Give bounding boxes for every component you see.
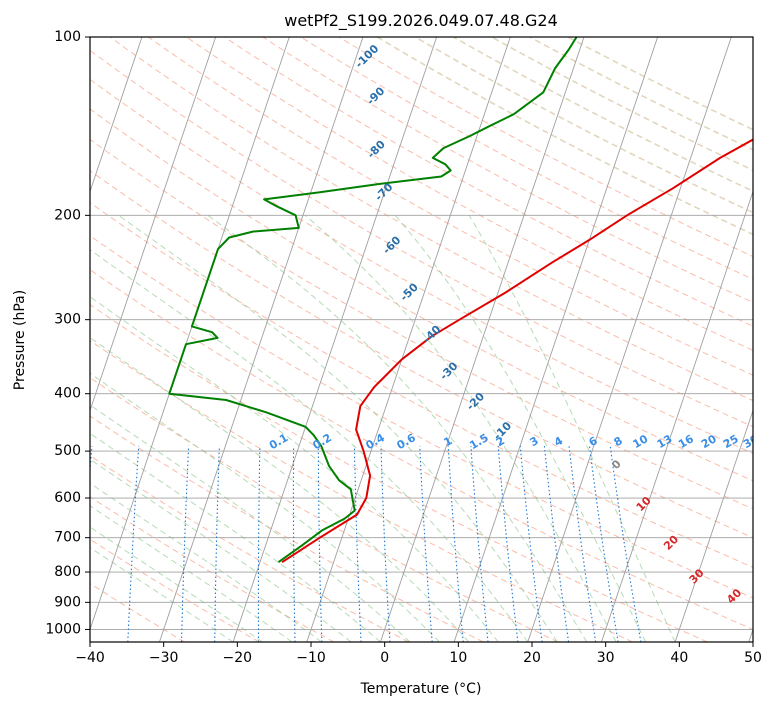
dry-adiabat-line [90,415,484,642]
x-axis-title: Temperature (°C) [360,681,482,697]
plot-area: -100-90-80-70-60-50-40-30-20-10 0.1 0.2 0.… [90,37,753,642]
dewpoint-profile-line [168,37,578,564]
plot-frame [89,36,754,643]
mixing-ratio-line [317,445,323,642]
x-tick-label: −20 [223,650,253,666]
isotherm-line [90,37,143,193]
dry-adiabats [90,37,753,642]
y-tick-label: 700 [54,530,81,546]
isotherm-line [159,37,364,642]
y-tick-label: 300 [54,312,81,328]
mixing-ratio-line [588,445,619,642]
moist-adiabat-line [90,458,352,642]
x-tick-label: −40 [75,650,105,666]
mixing-ratio-line [257,445,261,642]
mixing-ratio-line [543,445,570,642]
mixing-ratio-line [519,445,543,642]
x-axis-ticks: −40 −30 −20 −10 0 10 20 30 40 50 [75,642,762,666]
isotherm-line [232,37,438,642]
dry-adiabat-line [90,377,559,642]
x-tick-label: 40 [670,650,688,666]
y-tick-label: 900 [54,594,81,610]
mixing-ratio-line [470,445,489,642]
moist-adiabat-line [90,296,499,642]
dry-adiabat-line [90,138,753,510]
y-tick-label: 200 [54,207,81,223]
moist-adiabat-line [90,337,470,642]
dry-adiabat-line [90,170,753,539]
moist-adiabat-line [90,372,440,642]
mixing-ratio-line [380,445,391,642]
mixing-ratio-line [568,445,597,642]
mixing-ratio-line [419,445,433,642]
x-tick-label: 50 [744,650,762,666]
mixing-ratio-line [180,445,190,642]
mixing-ratio-line [292,445,296,642]
dry-adiabat-line [90,49,753,428]
mixing-ratio-line [609,445,642,642]
x-tick-label: 10 [449,650,467,666]
y-axis-ticks: 100 200 300 400 500 600 700 800 900 1000 [45,29,90,637]
isotherm-line [380,37,585,642]
y-tick-label: 600 [54,490,81,506]
x-tick-label: 0 [380,650,389,666]
pressure-grid [90,37,753,630]
isotherm-line [527,37,732,642]
x-tick-label: −30 [149,650,179,666]
mixing-ratio-line [127,445,140,642]
mixing-ratio-line [497,445,519,642]
dry-adiabat-line [90,235,753,599]
mixing-ratio-lines [90,445,642,642]
temperature-profile-line [281,138,753,564]
dry-adiabat-line [186,37,753,352]
y-tick-label: 800 [54,564,81,580]
isotherm-line [90,37,217,412]
isotherms [90,37,753,642]
x-tick-label: −10 [296,650,326,666]
dry-adiabat-line [224,37,753,327]
dry-adiabat-line [90,538,260,642]
dry-adiabat-line [90,78,753,454]
chart-title: wetPf2_S199.2026.049.07.48.G24 [284,11,558,31]
y-tick-label: 100 [54,29,81,45]
moist-adiabat-line [207,214,588,642]
y-tick-label: 1000 [45,621,81,637]
moist-adiabat-line [90,432,381,642]
dry-adiabat-line [90,339,634,642]
mixing-ratio-line [353,445,362,642]
moist-adiabat-line [90,404,411,642]
isotherm-line [306,37,511,642]
dry-adiabat-line [90,269,753,630]
mixing-ratio-line [214,445,220,642]
moist-adiabat-line [304,214,617,642]
isotherm-line [674,409,753,642]
dry-adiabat-line [90,303,708,642]
moist-adiabats [90,214,676,642]
sounding-series [168,37,753,564]
moist-adiabat-line [118,214,558,642]
x-tick-label: 30 [597,650,615,666]
moist-adiabat-line [90,249,529,642]
moist-adiabat-line [468,215,676,642]
dry-adiabat-line [90,582,185,642]
moist-adiabat-line [394,214,647,642]
moist-adiabat-line [90,505,293,642]
isotherm-line [601,190,753,642]
mixing-ratio-line [447,445,464,642]
dry-adiabat-line [109,37,753,402]
isotherm-line [90,37,290,631]
isotherm-line [453,37,659,642]
moist-adiabat-line [90,482,322,642]
x-tick-label: 20 [523,650,541,666]
y-tick-label: 400 [54,386,81,402]
y-tick-label: 500 [54,443,81,459]
y-axis-title: Pressure (hPa) [12,290,28,390]
